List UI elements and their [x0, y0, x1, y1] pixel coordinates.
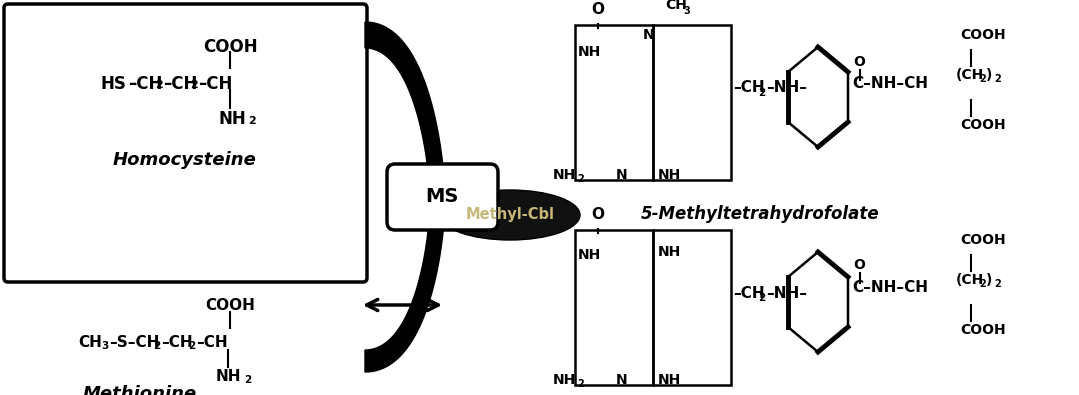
Text: 2: 2 — [244, 375, 251, 385]
FancyBboxPatch shape — [4, 4, 367, 282]
Text: 2: 2 — [577, 379, 584, 389]
Text: –CH: –CH — [196, 335, 228, 350]
Text: 2: 2 — [153, 341, 161, 351]
Text: CH: CH — [665, 0, 687, 12]
Text: –NH–: –NH– — [766, 286, 807, 301]
Text: 2: 2 — [994, 279, 1000, 289]
Text: NH: NH — [578, 248, 601, 262]
Text: 2: 2 — [994, 74, 1000, 84]
Text: COOH: COOH — [203, 38, 257, 56]
Text: NH: NH — [218, 110, 246, 128]
Polygon shape — [365, 200, 445, 372]
Text: MS: MS — [425, 188, 459, 207]
Text: 2: 2 — [759, 293, 765, 303]
Text: COOH: COOH — [205, 298, 255, 313]
Text: –CH: –CH — [733, 81, 765, 96]
Text: 2: 2 — [248, 116, 256, 126]
Text: 3: 3 — [101, 341, 108, 351]
Text: 2: 2 — [979, 74, 986, 84]
Text: (CH: (CH — [956, 68, 984, 82]
Text: C–NH–CH: C–NH–CH — [852, 280, 928, 295]
Text: O: O — [853, 55, 865, 69]
Text: O: O — [591, 2, 604, 17]
Text: –CH: –CH — [163, 75, 197, 93]
Text: N: N — [616, 168, 628, 182]
Text: NH: NH — [554, 373, 576, 387]
Text: Homocysteine: Homocysteine — [113, 151, 257, 169]
Text: 2: 2 — [577, 174, 584, 184]
Text: 3: 3 — [683, 6, 689, 16]
Text: –NH–: –NH– — [766, 81, 807, 96]
Bar — [653, 25, 730, 180]
Text: 2: 2 — [759, 88, 765, 98]
Ellipse shape — [440, 190, 581, 240]
Text: 2: 2 — [190, 80, 197, 90]
Text: COOH: COOH — [960, 118, 1006, 132]
Text: COOH: COOH — [960, 323, 1006, 337]
Text: C–NH–CH: C–NH–CH — [852, 77, 928, 92]
Text: –CH: –CH — [161, 335, 193, 350]
Text: N: N — [616, 373, 628, 387]
Text: COOH: COOH — [960, 28, 1006, 42]
Text: 2: 2 — [188, 341, 195, 351]
Text: ): ) — [986, 68, 993, 82]
Text: NH: NH — [578, 45, 601, 59]
Text: COOH: COOH — [960, 233, 1006, 247]
Text: O: O — [591, 207, 604, 222]
Text: (CH: (CH — [956, 273, 984, 287]
Bar — [575, 25, 653, 180]
Bar — [653, 230, 730, 385]
Text: NH: NH — [658, 245, 681, 259]
Text: HS: HS — [100, 75, 126, 93]
Text: Methionine: Methionine — [83, 385, 197, 395]
Text: Methyl-Cbl: Methyl-Cbl — [465, 207, 555, 222]
Text: –CH: –CH — [733, 286, 765, 301]
Text: CH: CH — [78, 335, 101, 350]
Text: NH: NH — [216, 369, 242, 384]
Text: N: N — [643, 28, 655, 42]
Text: –CH: –CH — [199, 75, 232, 93]
Text: 5-Methyltetrahydrofolate: 5-Methyltetrahydrofolate — [641, 205, 879, 223]
Text: –CH: –CH — [128, 75, 162, 93]
FancyBboxPatch shape — [387, 164, 498, 230]
Text: –S–CH: –S–CH — [109, 335, 160, 350]
Text: NH: NH — [658, 168, 681, 182]
Polygon shape — [365, 22, 445, 200]
Text: ): ) — [986, 273, 993, 287]
Text: NH: NH — [554, 168, 576, 182]
Bar — [575, 230, 653, 385]
Text: 2: 2 — [155, 80, 163, 90]
Text: NH: NH — [658, 373, 681, 387]
Text: 2: 2 — [979, 279, 986, 289]
Text: O: O — [853, 258, 865, 272]
